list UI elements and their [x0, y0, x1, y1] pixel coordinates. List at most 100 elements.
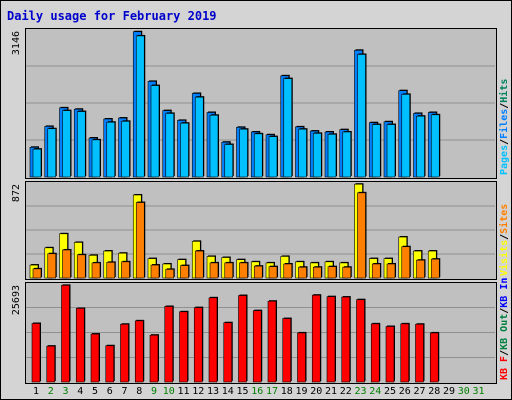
bar-sites [312, 266, 322, 279]
bar-files [76, 111, 86, 178]
bar-files [253, 133, 263, 178]
day-label: 30 [458, 386, 470, 397]
bar-sites [401, 246, 411, 279]
bar-kb-f [415, 323, 424, 383]
legend-entry: KB In [499, 278, 510, 308]
bar-kb-f [326, 296, 336, 383]
day-label: 1 [33, 386, 39, 397]
day-label: 6 [107, 386, 113, 397]
day-label: 17 [266, 386, 278, 397]
bar-files [371, 124, 381, 178]
day-label: 16 [251, 386, 263, 397]
bar-files [342, 131, 352, 178]
bar-kb-f [208, 297, 218, 383]
bar-files [194, 96, 204, 178]
day-label: 15 [236, 386, 248, 397]
legend-entry: Visits [498, 240, 510, 276]
bar-kb-f [61, 285, 70, 383]
bar-files [312, 133, 322, 178]
bar-sites [47, 253, 57, 279]
bar-sites [150, 264, 160, 279]
chart-title: Daily usage for February 2019 [7, 9, 217, 23]
bar-kb-f [282, 318, 292, 383]
bar-kb-f [164, 306, 174, 383]
bar-files [283, 78, 293, 178]
day-label: 26 [399, 386, 411, 397]
day-label: 23 [354, 386, 366, 397]
day-label: 19 [295, 386, 307, 397]
bar-sites [194, 250, 204, 279]
day-label: 3 [62, 386, 68, 397]
legend-entry: / [499, 350, 510, 356]
bar-kb-f [370, 323, 380, 383]
y-max-label: 3146 [11, 31, 22, 55]
bar-sites [283, 263, 293, 279]
bar-sites [106, 262, 116, 279]
legend-entry: Pages [499, 145, 510, 175]
bar-kb-f [341, 296, 351, 383]
bar-kb-f [252, 310, 262, 383]
bar-kb-f [105, 345, 115, 383]
bar-sites [91, 262, 101, 279]
bar-sites [416, 259, 425, 279]
day-label: 31 [472, 386, 484, 397]
bar-sites [298, 266, 307, 279]
day-label: 13 [207, 386, 219, 397]
day-label: 29 [443, 386, 455, 397]
bar-files [106, 121, 116, 178]
day-label: 10 [163, 386, 175, 397]
day-label: 27 [413, 386, 425, 397]
legend-entry: / [499, 308, 510, 314]
bar-files [62, 110, 71, 178]
bar-kb-f [267, 300, 277, 383]
bar-files [135, 35, 145, 178]
bar-kb-f [179, 311, 188, 383]
bar-kb-f [238, 295, 247, 383]
bar-files [327, 134, 337, 178]
bar-kb-f [149, 334, 159, 383]
day-label: 14 [222, 386, 234, 397]
bar-sites [76, 254, 86, 279]
bar-kb-f [134, 320, 144, 383]
bar-sites [342, 266, 352, 279]
bar-kb-f [46, 345, 56, 383]
day-label: 28 [428, 386, 440, 397]
legend-hits-files-pages: Pages/Files/Hits [498, 79, 510, 175]
day-label: 5 [92, 386, 98, 397]
bar-kb-f [297, 332, 306, 383]
bar-sites [180, 265, 189, 279]
bar-files [91, 139, 101, 178]
bar-sites [239, 262, 248, 279]
bar-sites [135, 202, 145, 279]
bar-kb-f [400, 323, 410, 383]
bar-files [150, 85, 160, 178]
legend-entry: Files [498, 109, 510, 139]
day-label: 12 [192, 386, 204, 397]
bar-files [268, 136, 278, 178]
bar-kb-f [223, 322, 233, 383]
legend-entry: Hits [498, 79, 510, 103]
bar-files [180, 122, 189, 178]
legend-entry: / [499, 234, 510, 240]
day-label: 21 [325, 386, 337, 397]
bar-files [224, 144, 234, 178]
legend-entry: / [499, 103, 510, 109]
day-label: 22 [340, 386, 352, 397]
bar-kb-f [31, 323, 41, 383]
bar-files [357, 54, 366, 178]
bar-files [121, 121, 130, 178]
legend-kbytes: KB F/KB Out/KB In [499, 278, 510, 380]
bar-sites [224, 262, 234, 279]
bar-sites [165, 269, 175, 279]
bar-kb-f [311, 294, 321, 383]
bar-sites [430, 258, 440, 279]
day-label: 2 [48, 386, 54, 397]
bar-sites [32, 268, 42, 279]
bar-files [32, 148, 42, 178]
bar-files [298, 128, 307, 178]
bar-sites [357, 192, 366, 279]
bar-files [386, 124, 396, 178]
bar-files [209, 114, 219, 178]
